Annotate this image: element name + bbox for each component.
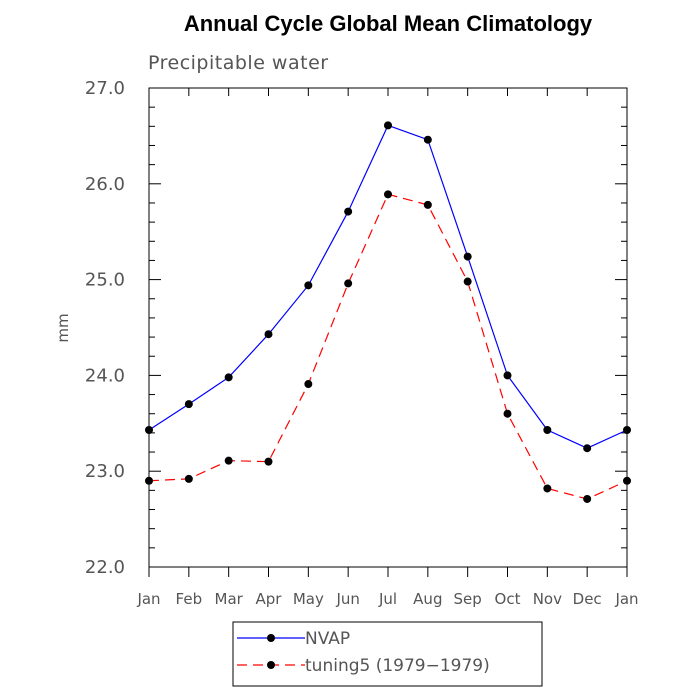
chart-title: Annual Cycle Global Mean Climatology	[184, 11, 593, 36]
data-point	[184, 400, 193, 409]
x-tick-label: Jan	[136, 590, 160, 608]
x-tick-label: Sep	[454, 590, 482, 608]
x-tick-label: Oct	[495, 590, 521, 608]
legend: NVAP tuning5 (1979−1979)	[237, 629, 490, 676]
x-tick-label: Mar	[215, 590, 244, 608]
data-point	[384, 121, 392, 130]
data-point	[423, 200, 432, 209]
data-point	[304, 281, 313, 290]
legend-label: tuning5 (1979−1979)	[305, 656, 490, 676]
data-point	[145, 426, 153, 435]
x-tick-label: Dec	[573, 590, 602, 608]
x-tick-label: Aug	[413, 590, 442, 608]
data-point	[583, 494, 592, 503]
data-point	[264, 330, 273, 339]
data-point	[543, 426, 552, 435]
data-point	[623, 426, 631, 435]
data-point	[304, 380, 313, 389]
series-layer	[145, 121, 631, 503]
y-tick-label: 26.0	[85, 174, 125, 195]
data-point	[543, 484, 552, 493]
y-tick-label: 27.0	[85, 78, 125, 99]
y-tick-label: 23.0	[85, 461, 125, 482]
data-point	[503, 371, 512, 380]
axis-ticks	[148, 87, 628, 577]
y-tick-label: 22.0	[85, 557, 125, 578]
data-point	[224, 456, 233, 465]
data-point	[463, 252, 472, 261]
data-point	[145, 476, 153, 485]
legend-marker	[267, 634, 275, 642]
data-point	[184, 474, 193, 483]
x-tick-label: Apr	[256, 590, 283, 608]
y-axis-label: mm	[54, 313, 72, 342]
data-point	[423, 135, 432, 144]
data-point	[503, 409, 512, 418]
series-line	[148, 193, 628, 500]
y-tick-labels: 22.0 23.0 24.0 25.0 26.0 27.0	[85, 78, 125, 578]
y-tick-label: 25.0	[85, 270, 125, 291]
data-point	[583, 444, 592, 453]
data-point	[384, 190, 392, 199]
data-point	[264, 457, 273, 466]
chart-subtitle: Precipitable water	[148, 52, 329, 74]
data-point	[463, 277, 472, 286]
data-point	[344, 279, 353, 288]
x-tick-label: Nov	[533, 590, 562, 608]
data-point	[623, 476, 631, 485]
x-tick-label: May	[293, 590, 324, 608]
x-tick-labels: Jan Feb Mar Apr May Jun Jul Aug Sep Oct Nov Dec Jan	[136, 590, 638, 608]
x-tick-label: Feb	[176, 590, 203, 608]
plot-frame	[148, 87, 628, 568]
legend-label: NVAP	[305, 629, 350, 649]
x-tick-label: Jun	[335, 590, 359, 608]
data-point	[224, 373, 233, 382]
y-tick-label: 24.0	[85, 365, 125, 386]
x-tick-label: Jul	[378, 590, 397, 608]
x-tick-label: Jan	[614, 590, 638, 608]
data-point	[344, 207, 353, 216]
series-line	[148, 124, 628, 449]
legend-box	[232, 621, 543, 687]
legend-marker	[267, 661, 275, 669]
